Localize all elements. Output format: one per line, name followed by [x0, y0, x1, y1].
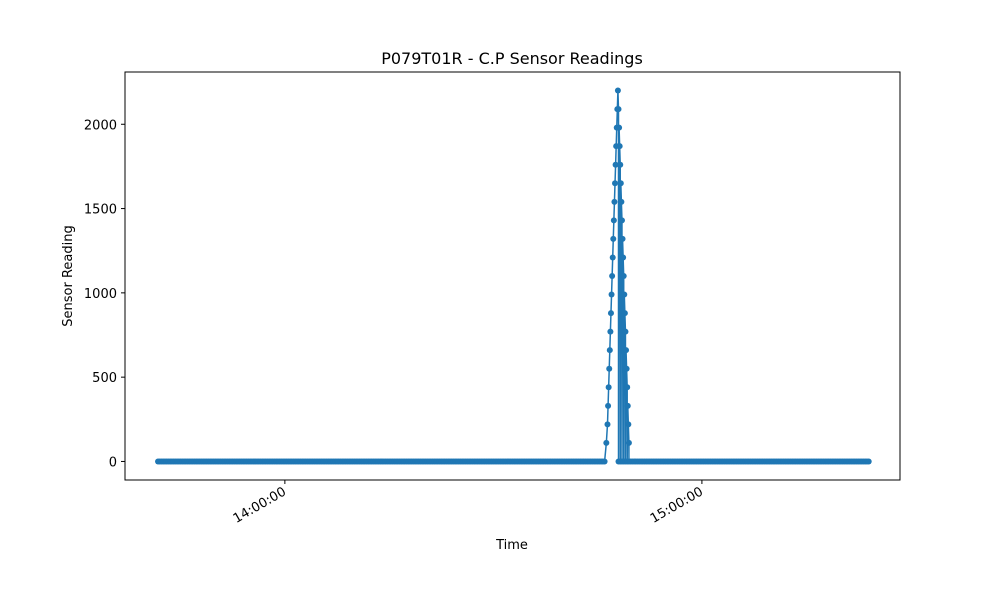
axes-frame — [124, 71, 901, 481]
data-point — [625, 439, 632, 446]
data-point — [621, 310, 628, 317]
data-point — [605, 402, 612, 409]
data-point — [611, 198, 618, 205]
y-axis-label: Sensor Reading — [61, 225, 76, 326]
data-point — [606, 365, 613, 372]
data-point — [614, 87, 621, 94]
data-point — [612, 180, 619, 187]
data-point — [620, 273, 627, 279]
y-tick-label: 2000 — [84, 118, 117, 133]
data-point — [625, 421, 632, 428]
data-point — [622, 328, 629, 335]
data-point — [623, 365, 630, 372]
data-point — [601, 458, 608, 465]
chart-title: P079T01R - C.P Sensor Readings — [381, 49, 643, 68]
data-point — [606, 347, 613, 354]
y-axis: 0 500 1000 1500 2000 — [84, 118, 125, 470]
data-point — [608, 291, 615, 298]
data-point — [609, 273, 616, 279]
data-point — [618, 217, 625, 224]
x-axis-label: Time — [495, 538, 528, 553]
data-point — [607, 310, 614, 317]
data-point — [605, 384, 612, 391]
y-tick-label: 0 — [109, 455, 117, 470]
data-point — [612, 161, 619, 168]
data-point — [616, 143, 623, 150]
data-point — [618, 198, 625, 205]
y-tick-label: 1500 — [84, 203, 117, 218]
plot-area — [155, 87, 872, 465]
data-point — [604, 421, 611, 428]
data-point — [610, 235, 617, 242]
data-point — [617, 180, 624, 187]
data-point — [610, 217, 617, 224]
data-point — [623, 347, 630, 354]
data-point — [615, 106, 622, 113]
data-point — [865, 458, 872, 465]
data-point — [616, 124, 623, 131]
data-point — [620, 254, 627, 261]
data-point — [621, 291, 628, 298]
data-point — [609, 254, 616, 261]
y-tick-label: 500 — [92, 371, 117, 386]
y-tick-label: 1000 — [84, 287, 117, 302]
data-point — [619, 235, 626, 242]
data-point — [617, 161, 624, 168]
data-point — [624, 384, 631, 391]
data-point — [607, 328, 614, 335]
data-point — [603, 439, 610, 446]
data-point — [624, 402, 631, 409]
